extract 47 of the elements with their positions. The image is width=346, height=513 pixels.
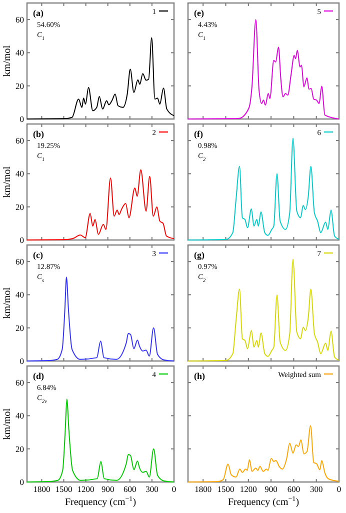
x-tick-label: 900 — [264, 484, 278, 494]
line-series — [26, 37, 174, 120]
y-tick-label: 20 — [16, 322, 24, 333]
text: (g) — [194, 250, 204, 260]
y-axis-title: km/mol — [2, 287, 13, 319]
y-tick-label: 0 — [20, 477, 24, 487]
y-tick-label: 0 — [20, 356, 24, 366]
y-tick-label: 60 — [16, 136, 24, 146]
y-tick-label: 20 — [16, 80, 24, 91]
y-tick-label: 40 — [16, 168, 24, 179]
y-axis-title: km/mol — [2, 408, 13, 440]
x-tick-label: 1800 — [33, 484, 50, 494]
x-tick-label: 600 — [287, 484, 300, 494]
x-tick-label: 1500 — [217, 484, 234, 494]
text: (h) — [194, 371, 205, 381]
y-tick-label: 20 — [16, 202, 24, 212]
x-tick-label: 1200 — [240, 484, 257, 494]
y-tick-label: 20 — [16, 444, 24, 454]
y-tick-label: 40 — [16, 410, 24, 421]
x-tick-label: 600 — [124, 484, 136, 494]
y-tick-label: 60 — [16, 378, 24, 388]
x-axis-title: Frequency (cm$^{−1}$) — [64, 495, 136, 508]
y-tick-label: 40 — [16, 290, 24, 300]
text: (c) — [33, 250, 43, 260]
y-tick-label: 60 — [16, 256, 24, 267]
text: (d) — [33, 371, 44, 381]
line-series — [26, 398, 174, 482]
x-tick-label: 300 — [146, 484, 158, 494]
x-tick-label: 0 — [172, 484, 176, 494]
x-tick-label: 900 — [101, 484, 114, 494]
y-tick-label: 40 — [16, 48, 24, 58]
y-tick-label: 60 — [16, 14, 24, 25]
x-axis-title: Frequency (cm$^{−1}$) — [228, 495, 300, 508]
y-axis-title: km/mol — [2, 45, 13, 77]
y-tick-label: 0 — [20, 235, 24, 245]
x-tick-label: 1500 — [55, 484, 72, 494]
text: (f) — [194, 129, 203, 139]
x-tick-label: 1800 — [194, 484, 212, 494]
text: (e) — [194, 8, 204, 18]
x-tick-label: 0 — [336, 484, 342, 494]
y-tick-label: 0 — [20, 114, 24, 124]
line-series — [26, 169, 174, 240]
text: (a) — [33, 8, 44, 18]
text: (b) — [33, 129, 44, 139]
x-tick-label: 300 — [310, 484, 323, 494]
x-tick-label: 1200 — [77, 484, 94, 494]
y-axis-title: km/mol — [2, 166, 13, 198]
